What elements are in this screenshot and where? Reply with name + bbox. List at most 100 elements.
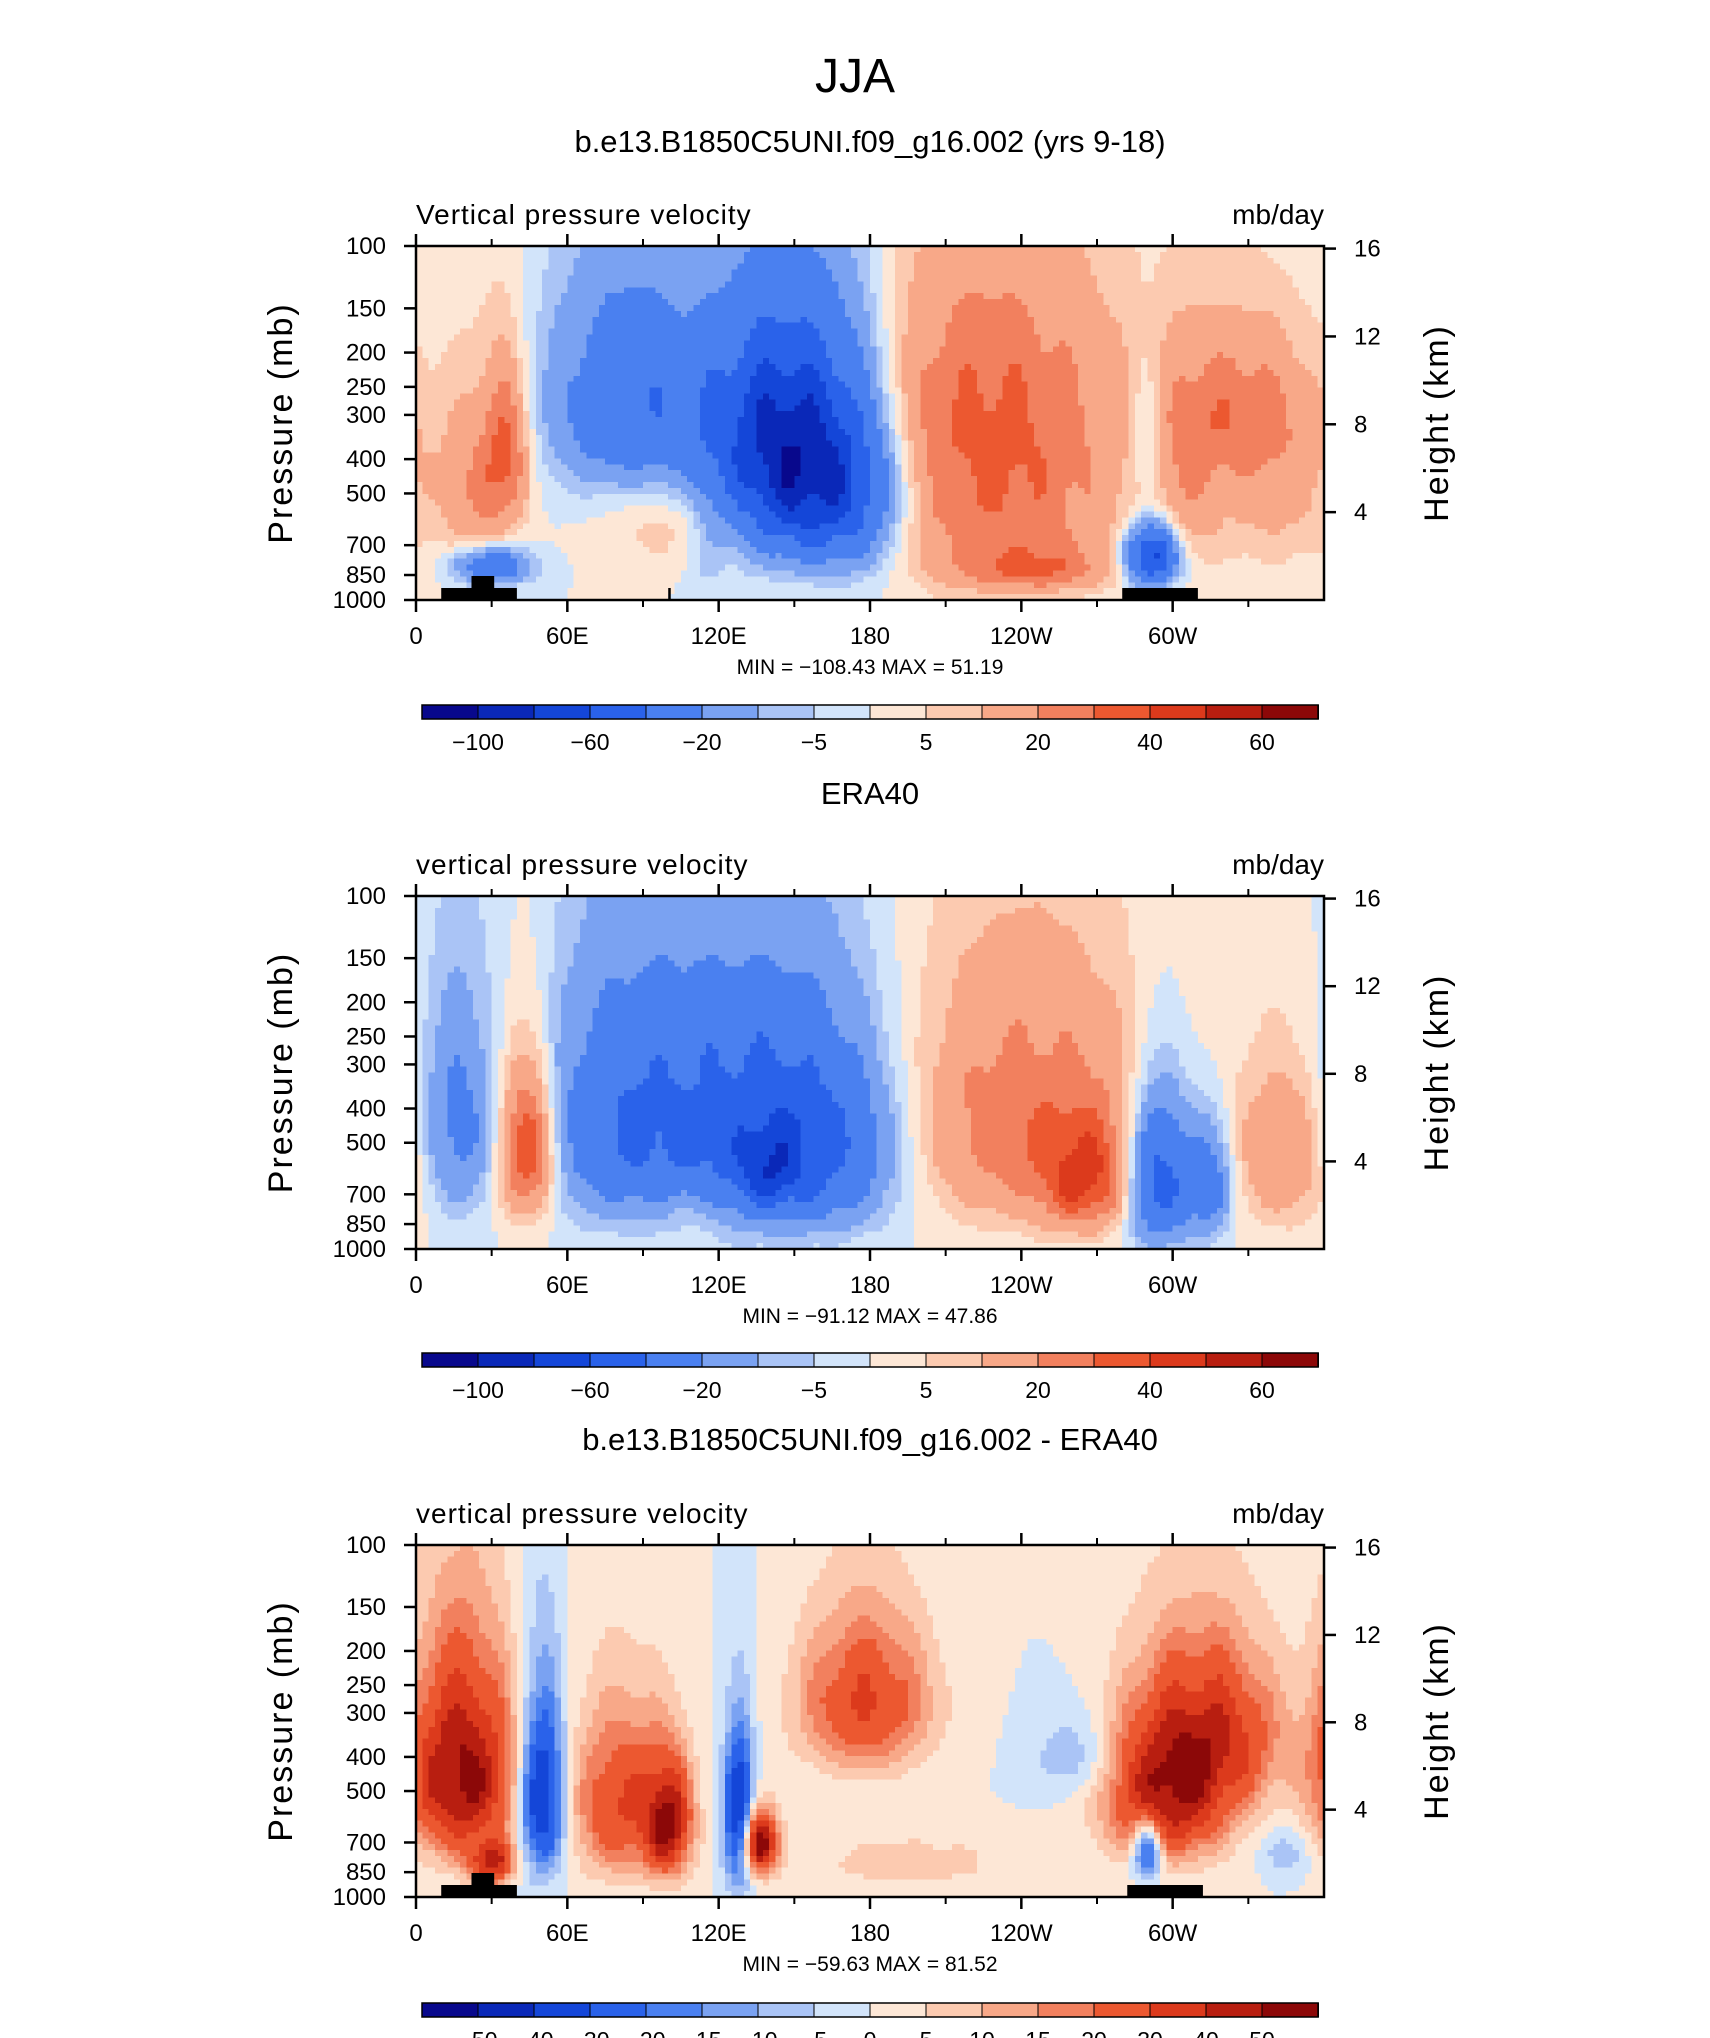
heatmap-cell bbox=[927, 311, 934, 318]
heatmap-cell bbox=[523, 358, 530, 365]
heatmap-cell bbox=[990, 276, 997, 283]
heatmap-cell bbox=[1091, 252, 1098, 259]
heatmap-cell bbox=[1311, 399, 1318, 406]
heatmap-cell bbox=[624, 340, 631, 347]
heatmap-cell bbox=[750, 370, 757, 377]
heatmap-cell bbox=[561, 447, 568, 454]
heatmap-cell bbox=[845, 323, 852, 330]
heatmap-cell bbox=[1173, 281, 1180, 288]
heatmap-cell bbox=[479, 276, 486, 283]
heatmap-cell bbox=[1280, 329, 1287, 336]
heatmap-cell bbox=[1305, 252, 1312, 259]
heatmap-cell bbox=[902, 441, 909, 448]
heatmap-cell bbox=[1261, 346, 1268, 353]
heatmap-cell bbox=[946, 276, 953, 283]
heatmap-cell bbox=[574, 311, 581, 318]
heatmap-cell bbox=[649, 423, 656, 430]
heatmap-cell bbox=[813, 346, 820, 353]
heatmap-cell bbox=[530, 352, 537, 359]
heatmap-cell bbox=[1211, 429, 1218, 436]
heatmap-cell bbox=[517, 287, 524, 294]
heatmap-cell bbox=[656, 287, 663, 294]
heatmap-cell bbox=[492, 405, 499, 412]
heatmap-cell bbox=[971, 352, 978, 359]
heatmap-cell bbox=[473, 252, 480, 259]
heatmap-cell bbox=[693, 364, 700, 371]
heatmap-cell bbox=[1028, 364, 1035, 371]
heatmap-cell bbox=[517, 340, 524, 347]
heatmap-cell bbox=[1116, 370, 1123, 377]
heatmap-cell bbox=[807, 447, 814, 454]
heatmap-cell bbox=[1261, 382, 1268, 389]
heatmap-cell bbox=[1185, 258, 1192, 265]
heatmap-cell bbox=[1299, 264, 1306, 271]
heatmap-cell bbox=[1204, 364, 1211, 371]
heatmap-cell bbox=[933, 281, 940, 288]
heatmap-cell bbox=[643, 423, 650, 430]
heatmap-cell bbox=[675, 317, 682, 324]
heatmap-cell bbox=[838, 352, 845, 359]
heatmap-cell bbox=[611, 423, 618, 430]
heatmap-cell bbox=[1084, 258, 1091, 265]
heatmap-cell bbox=[946, 305, 953, 312]
heatmap-cell bbox=[675, 417, 682, 424]
heatmap-cell bbox=[643, 264, 650, 271]
heatmap-cell bbox=[775, 411, 782, 418]
heatmap-cell bbox=[1217, 382, 1224, 389]
heatmap-cell bbox=[731, 276, 738, 283]
heatmap-cell bbox=[1204, 417, 1211, 424]
heatmap-cell bbox=[479, 370, 486, 377]
heatmap-cell bbox=[876, 340, 883, 347]
heatmap-cell bbox=[1211, 281, 1218, 288]
heatmap-cell bbox=[971, 346, 978, 353]
heatmap-cell bbox=[1311, 429, 1318, 436]
heatmap-cell bbox=[1040, 281, 1047, 288]
heatmap-cell bbox=[958, 258, 965, 265]
heatmap-cell bbox=[706, 423, 713, 430]
heatmap-cell bbox=[498, 287, 505, 294]
heatmap-cell bbox=[838, 299, 845, 306]
heatmap-cell bbox=[448, 264, 455, 271]
heatmap-cell bbox=[870, 252, 877, 259]
heatmap-cell bbox=[1173, 382, 1180, 389]
heatmap-cell bbox=[1097, 364, 1104, 371]
heatmap-cell bbox=[807, 281, 814, 288]
heatmap-cell bbox=[832, 264, 839, 271]
heatmap-cell bbox=[1299, 276, 1306, 283]
heatmap-cell bbox=[700, 329, 707, 336]
heatmap-cell bbox=[536, 311, 543, 318]
heatmap-cell bbox=[1185, 293, 1192, 300]
heatmap-cell bbox=[1223, 388, 1230, 395]
heatmap-cell bbox=[675, 258, 682, 265]
heatmap-cell bbox=[750, 323, 757, 330]
heatmap-cell bbox=[1097, 435, 1104, 442]
heatmap-cell bbox=[920, 352, 927, 359]
heatmap-cell bbox=[555, 405, 562, 412]
heatmap-cell bbox=[448, 370, 455, 377]
heatmap-cell bbox=[567, 323, 574, 330]
heatmap-cell bbox=[1116, 299, 1123, 306]
heatmap-cell bbox=[933, 376, 940, 383]
heatmap-cell bbox=[649, 370, 656, 377]
heatmap-cell bbox=[492, 382, 499, 389]
heatmap-cell bbox=[883, 411, 890, 418]
heatmap-cell bbox=[832, 293, 839, 300]
heatmap-cell bbox=[700, 293, 707, 300]
heatmap-cell bbox=[1129, 252, 1136, 259]
heatmap-cell bbox=[1255, 376, 1262, 383]
heatmap-cell bbox=[706, 293, 713, 300]
heatmap-cell bbox=[990, 405, 997, 412]
heatmap-cell bbox=[681, 340, 688, 347]
heatmap-cell bbox=[1009, 441, 1016, 448]
heatmap-cell bbox=[889, 382, 896, 389]
heatmap-cell bbox=[1021, 252, 1028, 259]
heatmap-cell bbox=[857, 281, 864, 288]
heatmap-cell bbox=[574, 376, 581, 383]
heatmap-cell bbox=[1211, 346, 1218, 353]
heatmap-cell bbox=[750, 335, 757, 342]
heatmap-cell bbox=[1248, 258, 1255, 265]
heatmap-cell bbox=[750, 340, 757, 347]
heatmap-cell bbox=[870, 429, 877, 436]
heatmap-cell bbox=[693, 329, 700, 336]
heatmap-cell bbox=[1173, 364, 1180, 371]
